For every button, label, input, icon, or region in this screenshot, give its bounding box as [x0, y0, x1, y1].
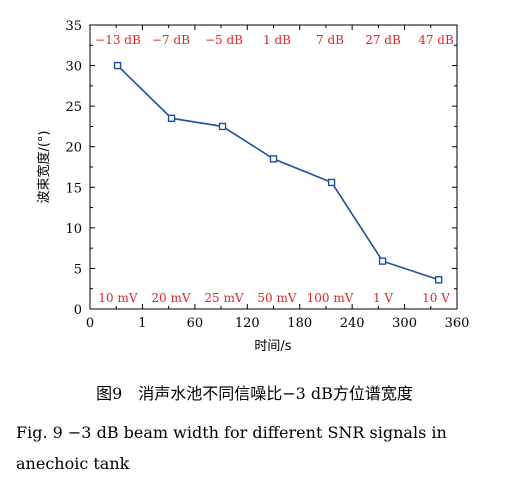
y-tick-label: 25	[65, 100, 82, 115]
x-tick-label: 60	[187, 316, 204, 331]
series-line	[113, 61, 443, 284]
snr-label: 1 dB	[263, 33, 291, 47]
y-tick-label: 5	[74, 262, 82, 277]
voltage-label: 20 mV	[151, 291, 190, 305]
snr-label: 27 dB	[365, 33, 401, 47]
voltage-label: 50 mV	[257, 291, 296, 305]
y-axis-title: 波束宽度/(°)	[36, 130, 52, 203]
x-tick-label: 180	[287, 316, 312, 331]
axis-ticks	[89, 24, 458, 310]
data-point	[113, 61, 122, 70]
x-tick-label: 1	[138, 316, 146, 331]
data-point	[434, 276, 443, 284]
snr-label: −7 dB	[152, 33, 190, 47]
y-tick-label: 0	[74, 303, 82, 318]
plot-frame	[89, 24, 458, 310]
y-tick-labels: 0 5 10 15 20 25 30 35	[65, 19, 82, 318]
voltage-label: 25 mV	[204, 291, 243, 305]
figure-caption-cn: 图9 消声水池不同信噪比−3 dB方位谱宽度	[96, 384, 413, 403]
figure-caption-en: Fig. 9 −3 dB beam width for different SN…	[16, 423, 447, 473]
x-tick-label: 120	[235, 316, 260, 331]
x-tick-labels: 0 1 60 120 180 240 300 360	[86, 316, 470, 331]
voltage-label: 10 mV	[98, 291, 137, 305]
snr-label: −13 dB	[95, 33, 141, 47]
x-tick-label: 240	[340, 316, 365, 331]
snr-label: −5 dB	[205, 33, 243, 47]
voltage-label: 10 V	[422, 291, 450, 305]
data-point	[167, 114, 176, 123]
data-point	[327, 178, 336, 187]
y-tick-label: 35	[65, 19, 82, 34]
series-polyline	[116, 64, 439, 281]
data-point	[378, 257, 387, 265]
voltage-annotations: 10 mV 20 mV 25 mV 50 mV 100 mV 1 V 10 V	[98, 291, 450, 305]
voltage-label: 100 mV	[307, 291, 354, 305]
chart: 0 1 60 120 180 240 300 360 0 5 10 15 20 25 30 35 −13 d…	[36, 19, 470, 354]
data-point	[218, 122, 227, 131]
data-point	[269, 155, 278, 163]
snr-annotations: −13 dB −7 dB −5 dB 1 dB 7 dB 27 dB 47 dB	[95, 33, 454, 47]
y-tick-label: 30	[65, 60, 82, 75]
x-tick-label: 0	[86, 316, 94, 331]
snr-label: 7 dB	[316, 33, 344, 47]
snr-label: 47 dB	[418, 33, 454, 47]
y-tick-label: 10	[65, 222, 82, 237]
x-tick-label: 300	[392, 316, 417, 331]
voltage-label: 1 V	[373, 291, 393, 305]
x-tick-label: 360	[445, 316, 470, 331]
y-tick-label: 20	[65, 141, 82, 156]
y-tick-label: 15	[65, 181, 82, 196]
x-axis-title: 时间/s	[254, 339, 291, 354]
